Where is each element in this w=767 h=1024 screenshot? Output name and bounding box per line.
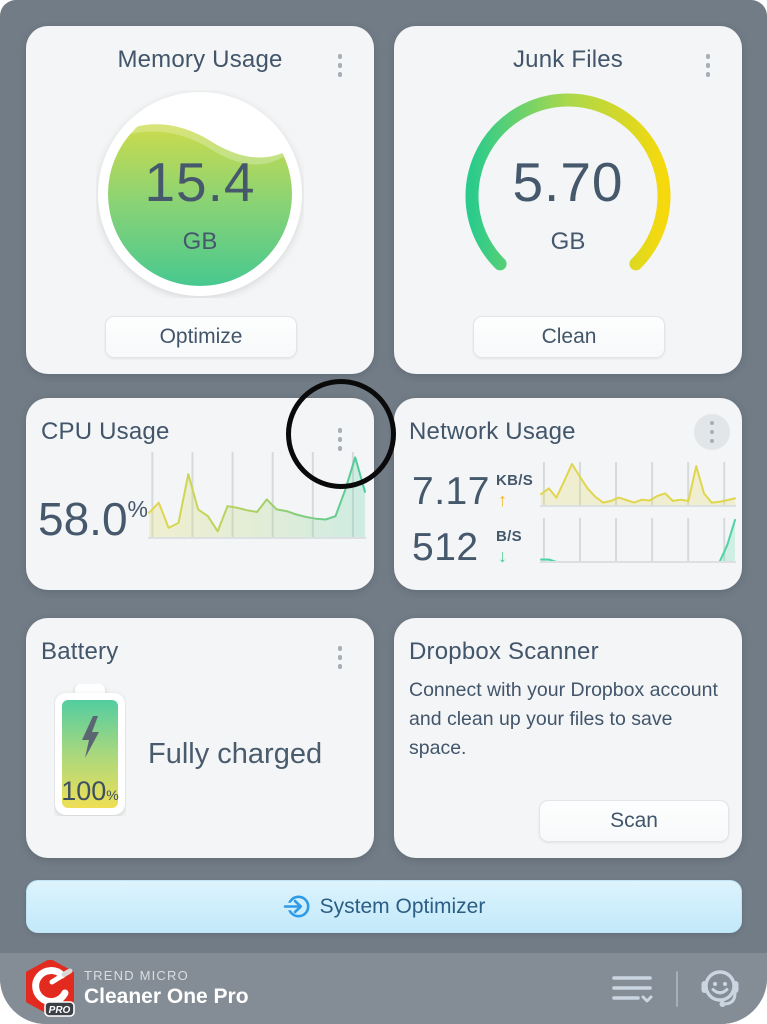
memory-gauge <box>98 92 302 296</box>
dropbox-scanner-card: Dropbox Scanner Connect with your Dropbo… <box>394 618 742 858</box>
download-unit: B/S <box>496 528 522 545</box>
upload-sparkline-chart <box>540 462 736 507</box>
optimize-button[interactable]: Optimize <box>105 316 297 358</box>
system-optimizer-button[interactable]: System Optimizer <box>26 880 742 933</box>
vendor-name: TREND MICRO <box>84 968 189 983</box>
kebab-menu-icon[interactable] <box>694 414 730 450</box>
footer-divider <box>676 971 678 1007</box>
cpu-card-title: CPU Usage <box>41 418 170 445</box>
memory-value: 15.4 <box>144 151 256 213</box>
upload-unit: KB/S <box>496 472 534 489</box>
kebab-menu-icon[interactable] <box>702 50 715 81</box>
battery-card-title: Battery <box>41 638 119 665</box>
memory-card-title: Memory Usage <box>117 46 283 73</box>
battery-icon <box>55 684 125 815</box>
junk-value: 5.70 <box>512 151 624 213</box>
network-card-title: Network Usage <box>409 418 576 445</box>
battery-status-text: Fully charged <box>148 738 323 770</box>
junk-files-card: Junk Files 5.70 GB Clean <box>394 26 742 374</box>
clean-button[interactable]: Clean <box>473 316 665 358</box>
kebab-menu-icon[interactable] <box>334 424 347 455</box>
memory-usage-card: Memory Usage 15.4 GB Optimize <box>26 26 374 374</box>
cpu-unit: % <box>127 496 148 522</box>
scan-button[interactable]: Scan <box>539 800 729 842</box>
battery-percent: 100% <box>61 776 119 806</box>
system-optimizer-label: System Optimizer <box>319 894 486 918</box>
download-value: 512 <box>412 526 479 569</box>
download-arrow-icon: ↓ <box>498 546 507 566</box>
dropbox-card-title: Dropbox Scanner <box>409 638 599 665</box>
junk-unit: GB <box>550 228 586 255</box>
lightning-bolt-icon <box>82 716 99 758</box>
svg-text:PRO: PRO <box>49 1005 71 1016</box>
download-sparkline-chart <box>540 518 736 563</box>
junk-gauge-arc <box>465 93 671 271</box>
memory-unit: GB <box>182 228 218 255</box>
junk-card-title: Junk Files <box>512 46 624 73</box>
network-usage-card: Network Usage 7.17 KB/S ↑ 512 B/S ↓ <box>394 398 742 590</box>
upload-value: 7.17 <box>412 470 490 513</box>
upload-arrow-icon: ↑ <box>498 490 507 510</box>
product-name: Cleaner One Pro <box>84 985 249 1008</box>
kebab-menu-icon[interactable] <box>334 642 347 673</box>
cpu-value: 58.0% <box>38 493 148 545</box>
cleaner-one-pro-logo: PRO <box>26 960 75 1017</box>
battery-card: Battery 100% Fully charged <box>26 618 374 858</box>
cpu-sparkline-chart <box>148 452 366 539</box>
pro-badge: PRO <box>44 1001 75 1017</box>
footer-bar: PRO TREND MICRO Cleaner One Pro <box>0 953 767 1024</box>
kebab-menu-icon[interactable] <box>334 50 347 81</box>
cpu-usage-card: CPU Usage 58.0% <box>26 398 374 590</box>
arrow-into-circle-icon <box>282 895 310 918</box>
support-headset-icon[interactable] <box>696 964 744 1012</box>
brand-text: TREND MICRO Cleaner One Pro <box>84 969 249 1007</box>
menu-list-icon[interactable] <box>612 974 656 1006</box>
dropbox-description: Connect with your Dropbox account and cl… <box>409 679 718 759</box>
